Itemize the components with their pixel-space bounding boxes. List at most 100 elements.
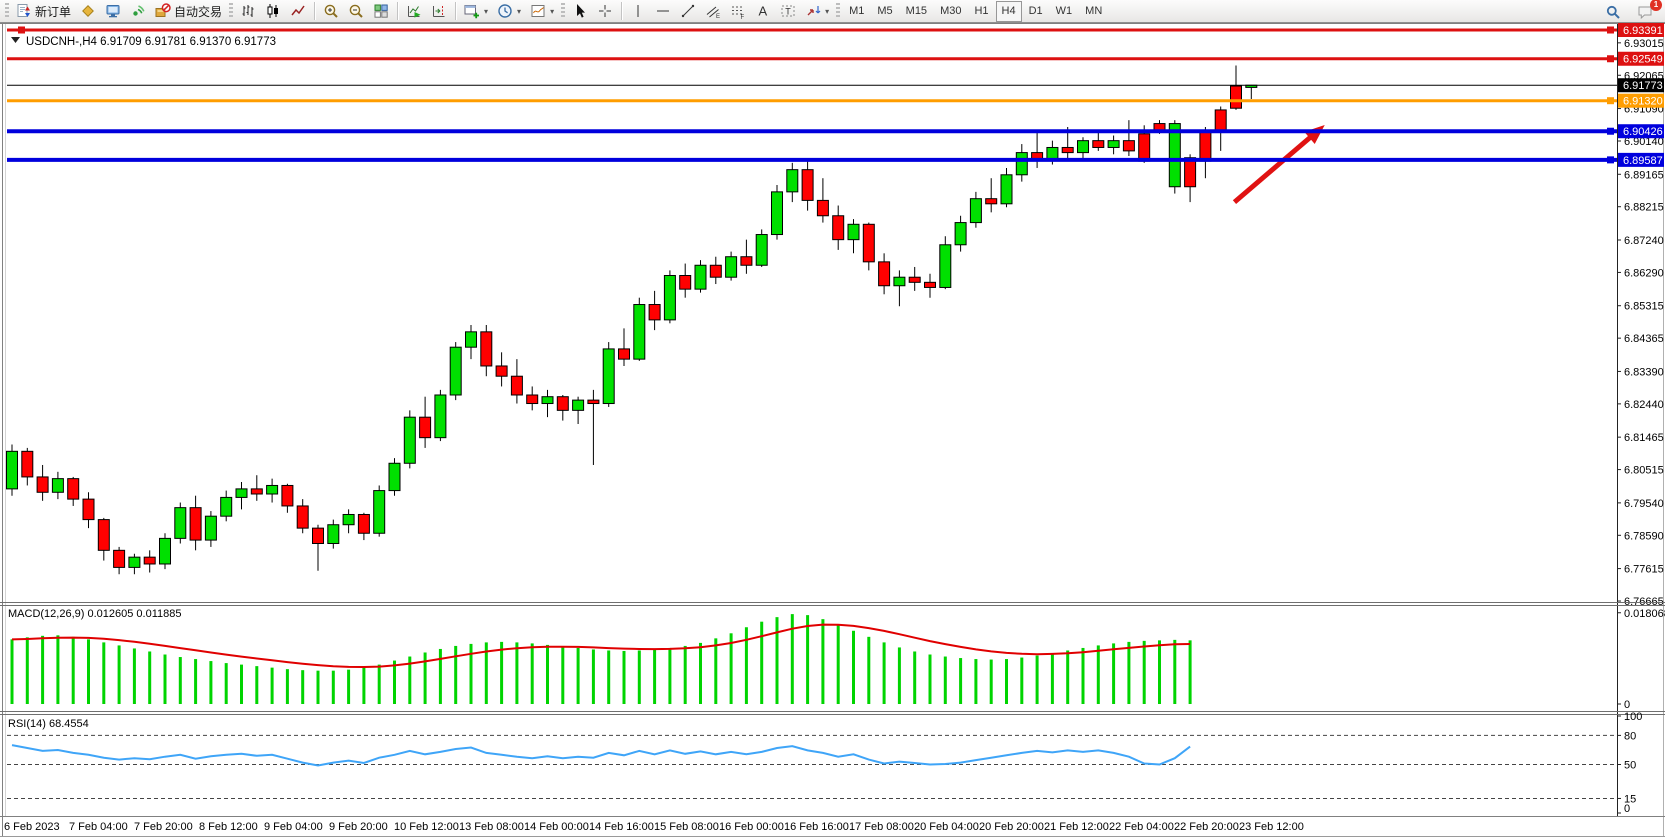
channel-icon: E [706, 6, 720, 19]
time-tick-label: 14 Feb 16:00 [589, 821, 654, 833]
rsi-tick-label: 15 [1624, 793, 1636, 805]
svg-text:A: A [759, 4, 768, 19]
fibonacci-icon: F [732, 6, 745, 19]
arrows-dropdown[interactable]: ▾ [801, 1, 833, 22]
caret-down-icon: ▾ [517, 6, 522, 16]
price-level-badge-label: 6.89587 [1623, 155, 1663, 167]
horizontal-line-icon [657, 10, 670, 12]
time-tick-label: 14 Feb 00:00 [524, 821, 589, 833]
toolbar-grip[interactable] [229, 3, 234, 19]
toolbar-grip[interactable] [836, 3, 841, 19]
svg-text:F: F [741, 15, 745, 19]
zoom-in-button[interactable] [319, 1, 343, 22]
horizontal-level-lines[interactable] [7, 26, 1617, 164]
magnifier-plus-icon [324, 4, 338, 18]
text-button[interactable]: A [751, 1, 775, 22]
rsi-tick-label: 80 [1624, 730, 1636, 742]
templates-dropdown[interactable]: ▾ [526, 1, 558, 22]
crosshair-button[interactable] [593, 1, 617, 22]
timeframe-button-m30[interactable]: M30 [934, 1, 967, 22]
chart-shift-icon [433, 6, 445, 17]
price-level-badge [1618, 78, 1664, 93]
text-a-icon: A [759, 4, 768, 19]
macd-panel: MACD(12,26,9) 0.012605 0.011885 0.018068 0 [8, 608, 1665, 711]
equidistant-channel-button[interactable]: E [701, 1, 725, 22]
time-tick-label: 20 Feb 20:00 [979, 821, 1044, 833]
vertical-line-button[interactable] [626, 1, 650, 22]
cursor-button[interactable] [568, 1, 592, 22]
price-level-badge-label: 6.91320 [1623, 96, 1663, 108]
time-tick-label: 17 Feb 08:00 [849, 821, 914, 833]
macd-tick-label: 0 [1624, 699, 1630, 711]
text-label-icon: T [781, 5, 795, 17]
timeframe-button-mn[interactable]: MN [1079, 1, 1108, 22]
new-order-label: 新订单 [35, 4, 72, 19]
crosshair-icon [599, 5, 612, 17]
rsi-line [11, 744, 1191, 767]
caret-down-icon: ▾ [484, 6, 489, 16]
price-tick-label: 6.82440 [1624, 399, 1664, 411]
timeframe-button-d1[interactable]: D1 [1023, 1, 1049, 22]
chart-canvas[interactable]: 6.930156.920656.910906.901406.891656.882… [0, 23, 1665, 838]
price-tick-label: 6.90140 [1624, 136, 1664, 148]
notifications-button[interactable]: 1 [1633, 0, 1662, 22]
price-tick-label: 6.77615 [1624, 564, 1664, 576]
new-order-icon [17, 4, 30, 17]
caret-down-icon: ▾ [550, 6, 555, 16]
price-tick-label: 6.85315 [1624, 301, 1664, 313]
price-level-badge-label: 6.91773 [1623, 80, 1663, 92]
bar-chart-button[interactable] [236, 1, 260, 22]
new-order-button[interactable]: 新订单 [12, 1, 75, 22]
toolbar-grip[interactable] [5, 3, 9, 19]
time-tick-label: 23 Feb 12:00 [1239, 821, 1304, 833]
timeframe-button-h4[interactable]: H4 [995, 0, 1022, 22]
chart-collapse-arrow-icon [11, 37, 20, 43]
search-icon [1606, 5, 1620, 19]
metaeditor-button[interactable] [76, 1, 100, 22]
chart-shift-button[interactable] [427, 1, 451, 22]
caret-down-icon: ▾ [825, 6, 830, 16]
timeframe-button-w1[interactable]: W1 [1050, 1, 1079, 22]
price-tick-label: 6.84365 [1624, 333, 1664, 345]
auto-scroll-button[interactable] [402, 1, 426, 22]
price-level-badge-label: 6.93391 [1623, 25, 1663, 37]
vertical-line-icon [637, 5, 639, 17]
clock-icon [498, 4, 512, 18]
time-tick-label: 10 Feb 12:00 [394, 821, 459, 833]
monitor-icon [106, 5, 120, 18]
price-level-badge [1618, 152, 1664, 167]
notification-badge: 1 [1650, 0, 1662, 11]
time-axis[interactable]: 6 Feb 2023 7 Feb 04:00 7 Feb 20:00 8 Feb 12… [0, 816, 1665, 834]
text-label-button[interactable]: T [776, 1, 800, 22]
price-tick-label: 6.86290 [1624, 267, 1664, 279]
timeframe-button-m5[interactable]: M5 [871, 1, 898, 22]
fibonacci-button[interactable]: F [726, 1, 750, 22]
autotrading-button[interactable]: 自动交易 [151, 1, 226, 22]
timeframe-toolbar: M1 M5 M15 M30 H1 H4 D1 W1 MN [843, 0, 1108, 22]
timeframe-button-h1[interactable]: H1 [968, 1, 994, 22]
new-chart-dropdown[interactable]: ▾ [460, 1, 492, 22]
zoom-out-button[interactable] [344, 1, 368, 22]
virtual-hosting-button[interactable] [101, 1, 125, 22]
tile-windows-button[interactable] [369, 1, 393, 22]
horizontal-line-button[interactable] [651, 1, 675, 22]
gold-diamond-icon [82, 5, 94, 17]
price-tick-label: 6.88215 [1624, 202, 1664, 214]
price-tick-label: 6.83390 [1624, 366, 1664, 378]
line-chart-button[interactable] [286, 1, 310, 22]
signal-waves-icon [133, 5, 145, 16]
timeframe-button-m1[interactable]: M1 [843, 1, 870, 22]
signals-button[interactable] [126, 1, 150, 22]
price-tick-label: 6.79540 [1624, 498, 1664, 510]
time-tick-label: 15 Feb 08:00 [654, 821, 719, 833]
search-button[interactable] [1601, 1, 1625, 22]
toolbar-grip[interactable] [561, 3, 566, 19]
timeframe-button-m15[interactable]: M15 [900, 1, 933, 22]
price-tick-label: 6.93015 [1624, 38, 1664, 50]
candlestick-chart-button[interactable] [261, 1, 285, 22]
periods-dropdown[interactable]: ▾ [493, 1, 525, 22]
trendline-button[interactable] [676, 1, 700, 22]
magnifier-minus-icon [349, 4, 363, 18]
macd-signal-line [11, 623, 1191, 669]
